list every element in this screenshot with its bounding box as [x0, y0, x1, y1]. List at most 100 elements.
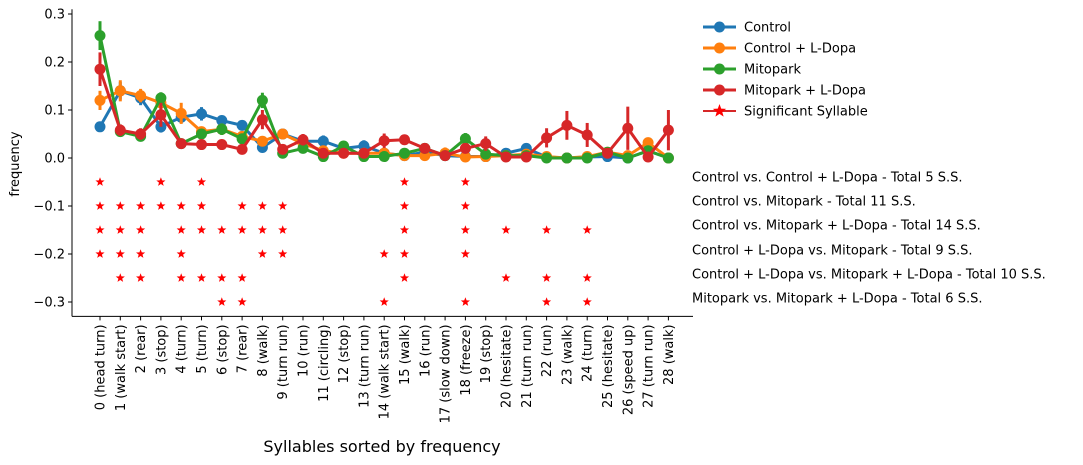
legend-entry: Mitopark + L-Dopa	[703, 84, 866, 99]
legend-swatch-marker	[714, 21, 725, 33]
significant-star	[237, 201, 247, 210]
data-point	[561, 152, 573, 164]
significant-star	[257, 201, 267, 210]
data-point	[378, 151, 390, 163]
significant-star	[501, 273, 511, 282]
significant-star	[399, 201, 410, 210]
x-tick-label: 1 (walk start)	[114, 324, 129, 411]
x-tick-label: 5 (turn)	[195, 324, 210, 373]
x-tick-label: 23 (walk)	[560, 324, 575, 385]
significant-star	[542, 297, 552, 306]
significant-star	[176, 225, 186, 234]
significant-star	[379, 297, 389, 306]
x-tick-label: 11 (circling)	[317, 324, 332, 402]
data-point	[277, 128, 289, 140]
x-tick-label: 3 (stop)	[154, 324, 169, 375]
significant-star	[582, 225, 592, 234]
significant-star	[399, 273, 410, 282]
data-point	[338, 147, 350, 159]
comparison-label: Control + L-Dopa vs. Mitopark - Total 9 …	[692, 244, 973, 259]
legend-label: Control	[744, 21, 791, 36]
data-point	[541, 132, 553, 144]
legend-entry: Significant Syllable	[703, 104, 868, 120]
significant-star	[460, 177, 470, 186]
significant-star	[136, 201, 146, 210]
significant-star	[237, 225, 247, 234]
y-tick-label: 0.3	[44, 8, 65, 23]
data-point	[419, 142, 431, 154]
significant-star	[582, 297, 592, 306]
x-tick-label: 20 (hesitate)	[500, 324, 515, 408]
data-point	[459, 151, 471, 163]
significance-row	[217, 297, 592, 306]
y-tick-label: −0.2	[33, 248, 65, 263]
significant-star	[399, 249, 410, 258]
x-tick-label: 26 (speed up)	[621, 324, 636, 415]
data-point	[135, 90, 147, 102]
y-tick-label: −0.3	[33, 296, 65, 311]
data-point	[256, 135, 268, 147]
significance-row	[95, 201, 470, 210]
x-tick-label: 28 (walk)	[662, 324, 677, 385]
data-point	[114, 85, 126, 97]
significant-star	[460, 201, 470, 210]
y-tick-label: −0.1	[33, 200, 65, 215]
data-point	[642, 137, 654, 149]
comparison-label: Control + L-Dopa vs. Mitopark + L-Dopa -…	[692, 268, 1046, 283]
significant-star	[115, 225, 125, 234]
y-tick-label: 0.0	[44, 152, 65, 167]
significant-star	[115, 201, 125, 210]
data-point	[480, 148, 492, 160]
data-point	[358, 147, 370, 159]
legend-swatch-marker	[714, 42, 725, 54]
series-layer	[94, 21, 674, 164]
x-tick-label: 8 (walk)	[256, 324, 271, 376]
significant-star	[176, 249, 186, 258]
significant-star	[196, 177, 207, 186]
legend-swatch-marker	[714, 84, 725, 96]
data-point	[459, 142, 471, 154]
significant-star	[95, 201, 105, 210]
significant-star	[237, 297, 247, 306]
data-point	[399, 134, 410, 146]
significant-star	[257, 225, 267, 234]
x-tick-label: 27 (turn run)	[642, 324, 657, 407]
significant-star	[136, 249, 146, 258]
data-point	[500, 151, 512, 163]
data-point	[561, 119, 573, 131]
data-point	[196, 139, 207, 151]
significant-star	[95, 177, 105, 186]
x-tick-label: 17 (slow down)	[439, 324, 454, 423]
data-point	[297, 142, 309, 154]
data-point	[155, 92, 167, 104]
significant-star	[379, 249, 389, 258]
significant-star	[278, 249, 288, 258]
data-point	[581, 152, 593, 164]
comparison-labels: Control vs. Control + L-Dopa - Total 5 S…	[692, 171, 1046, 307]
legend-label: Mitopark + L-Dopa	[744, 84, 866, 99]
significant-star	[115, 249, 125, 258]
significant-star	[399, 225, 410, 234]
x-tick-label: 16 (run)	[418, 324, 433, 377]
x-tick-label: 13 (turn run)	[357, 324, 372, 407]
significant-star	[582, 273, 592, 282]
data-point	[662, 152, 674, 164]
significance-markers	[95, 177, 592, 306]
data-point	[216, 115, 228, 127]
data-point	[94, 94, 106, 106]
data-point	[317, 135, 329, 147]
data-point	[581, 129, 593, 141]
series-control-l-dopa	[94, 80, 674, 164]
significant-star	[542, 225, 552, 234]
x-tick-label: 6 (stop)	[215, 324, 230, 375]
axes: 0.3 0.2 0.1 0.0 −0.1 −0.2 −0.3 0 (head turn) 1 (…	[33, 8, 693, 423]
significant-star	[156, 177, 166, 186]
data-point	[297, 134, 309, 146]
significant-star	[257, 249, 267, 258]
data-point	[216, 123, 228, 135]
significant-star	[217, 273, 227, 282]
significant-star	[501, 225, 511, 234]
x-tick-label: 4 (turn)	[175, 324, 190, 373]
x-tick-label: 21 (turn run)	[520, 324, 535, 407]
